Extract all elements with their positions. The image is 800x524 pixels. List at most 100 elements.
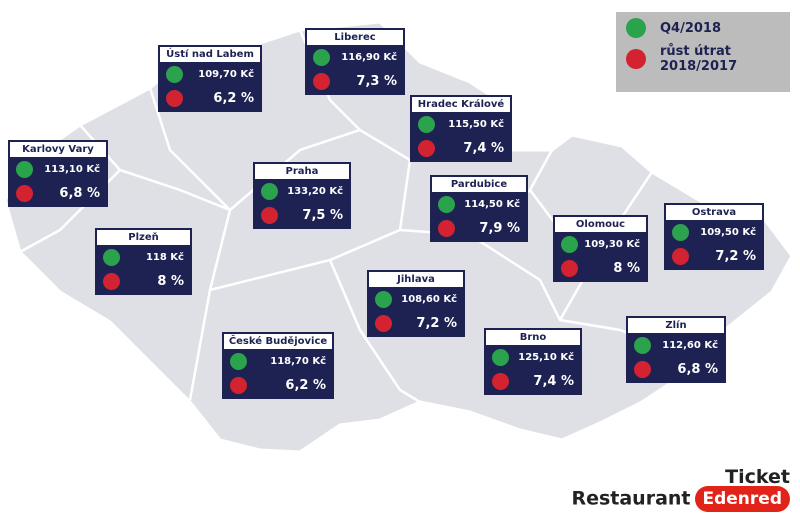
region-row: 7,4 % <box>486 369 580 393</box>
region-price: 113,10 Kč <box>44 163 100 175</box>
region-price: 108,60 Kč <box>401 293 457 305</box>
region-price: 116,90 Kč <box>341 51 397 63</box>
region-name: Olomouc <box>555 217 646 232</box>
icon <box>418 115 435 133</box>
region-box: Olomouc 109,30 Kč 8 % <box>553 215 648 282</box>
region-box: Hradec Králové 115,50 Kč 7,4 % <box>410 95 512 162</box>
icon <box>16 184 33 202</box>
icon <box>418 139 435 157</box>
icon <box>492 348 509 366</box>
region-box: Pardubice 114,50 Kč 7,9 % <box>430 175 528 242</box>
icon <box>561 235 578 253</box>
legend-icon <box>626 49 646 69</box>
region-box: České Budějovice 118,70 Kč 6,2 % <box>222 332 334 399</box>
region-name: Brno <box>486 330 580 345</box>
region-row: 109,30 Kč <box>555 232 646 256</box>
region-box: Plzeň 118 Kč 8 % <box>95 228 192 295</box>
region-row: 114,50 Kč <box>432 192 526 216</box>
region-row: 108,60 Kč <box>369 287 463 311</box>
region-growth: 7,5 % <box>302 207 343 223</box>
region-name: Jihlava <box>369 272 463 287</box>
region-growth: 6,2 % <box>285 377 326 393</box>
legend-text: růst útrat 2018/2017 <box>660 44 737 74</box>
region-growth: 6,8 % <box>677 361 718 377</box>
region-price: 118 Kč <box>145 251 184 263</box>
region-row: 109,50 Kč <box>666 220 762 244</box>
region-name: Karlovy Vary <box>10 142 106 157</box>
logo-brand: Edenred <box>694 486 790 512</box>
region-row: 6,8 % <box>628 357 724 381</box>
region-price: 118,70 Kč <box>270 355 326 367</box>
region-row: 112,60 Kč <box>628 333 724 357</box>
region-growth: 7,3 % <box>356 73 397 89</box>
region-growth: 6,2 % <box>213 90 254 106</box>
icon <box>261 182 278 200</box>
icon <box>166 89 183 107</box>
icon <box>313 72 330 90</box>
region-box: Zlín 112,60 Kč 6,8 % <box>626 316 726 383</box>
region-row: 6,2 % <box>160 86 260 110</box>
legend-item: Q4/2018 <box>616 12 790 38</box>
region-price: 133,20 Kč <box>287 185 343 197</box>
region-row: 109,70 Kč <box>160 62 260 86</box>
region-name: Hradec Králové <box>412 97 510 112</box>
icon <box>438 195 455 213</box>
icon <box>103 248 120 266</box>
region-row: 7,4 % <box>412 136 510 160</box>
legend-text: Q4/2018 <box>660 21 721 36</box>
icon <box>230 352 247 370</box>
icon <box>492 372 509 390</box>
region-row: 8 % <box>97 269 190 293</box>
icon <box>375 314 392 332</box>
region-name: Zlín <box>628 318 724 333</box>
icon <box>672 247 689 265</box>
region-box: Praha 133,20 Kč 7,5 % <box>253 162 351 229</box>
icon <box>230 376 247 394</box>
region-price: 109,30 Kč <box>584 238 640 250</box>
region-row: 118 Kč <box>97 245 190 269</box>
region-row: 115,50 Kč <box>412 112 510 136</box>
region-name: České Budějovice <box>224 334 332 349</box>
region-name: Plzeň <box>97 230 190 245</box>
region-growth: 8 % <box>157 273 184 289</box>
legend-label: 2018/2017 <box>660 59 738 74</box>
region-row: 133,20 Kč <box>255 179 349 203</box>
region-box: Brno 125,10 Kč 7,4 % <box>484 328 582 395</box>
region-price: 125,10 Kč <box>518 351 574 363</box>
region-growth: 8 % <box>613 260 640 276</box>
legend-item: růst útrat 2018/2017 <box>616 38 790 74</box>
region-row: 7,2 % <box>369 311 463 335</box>
icon <box>166 65 183 83</box>
region-row: 113,10 Kč <box>10 157 106 181</box>
icon <box>672 223 689 241</box>
icon <box>438 219 455 237</box>
region-price: 114,50 Kč <box>464 198 520 210</box>
logo: Ticket Restaurant Edenred <box>571 468 790 512</box>
region-growth: 6,8 % <box>59 185 100 201</box>
icon <box>103 272 120 290</box>
region-row: 7,3 % <box>307 69 403 93</box>
icon <box>634 360 651 378</box>
region-row: 8 % <box>555 256 646 280</box>
region-name: Praha <box>255 164 349 179</box>
region-row: 125,10 Kč <box>486 345 580 369</box>
legend-icon <box>626 18 646 38</box>
logo-text: Restaurant <box>571 487 691 510</box>
region-row: 6,2 % <box>224 373 332 397</box>
region-growth: 7,9 % <box>479 220 520 236</box>
legend-label: Q4/2018 <box>660 20 722 36</box>
region-price: 112,60 Kč <box>662 339 718 351</box>
region-name: Pardubice <box>432 177 526 192</box>
region-box: Jihlava 108,60 Kč 7,2 % <box>367 270 465 337</box>
icon <box>634 336 651 354</box>
region-growth: 7,4 % <box>533 373 574 389</box>
region-name: Ústí nad Labem <box>160 47 260 62</box>
country-outline <box>3 20 794 454</box>
icon <box>313 48 330 66</box>
legend-label: růst útrat <box>660 44 732 59</box>
region-row: 7,5 % <box>255 203 349 227</box>
region-price: 109,70 Kč <box>198 68 254 80</box>
region-row: 7,9 % <box>432 216 526 240</box>
logo-text: Ticket <box>725 466 790 488</box>
region-box: Liberec 116,90 Kč 7,3 % <box>305 28 405 95</box>
